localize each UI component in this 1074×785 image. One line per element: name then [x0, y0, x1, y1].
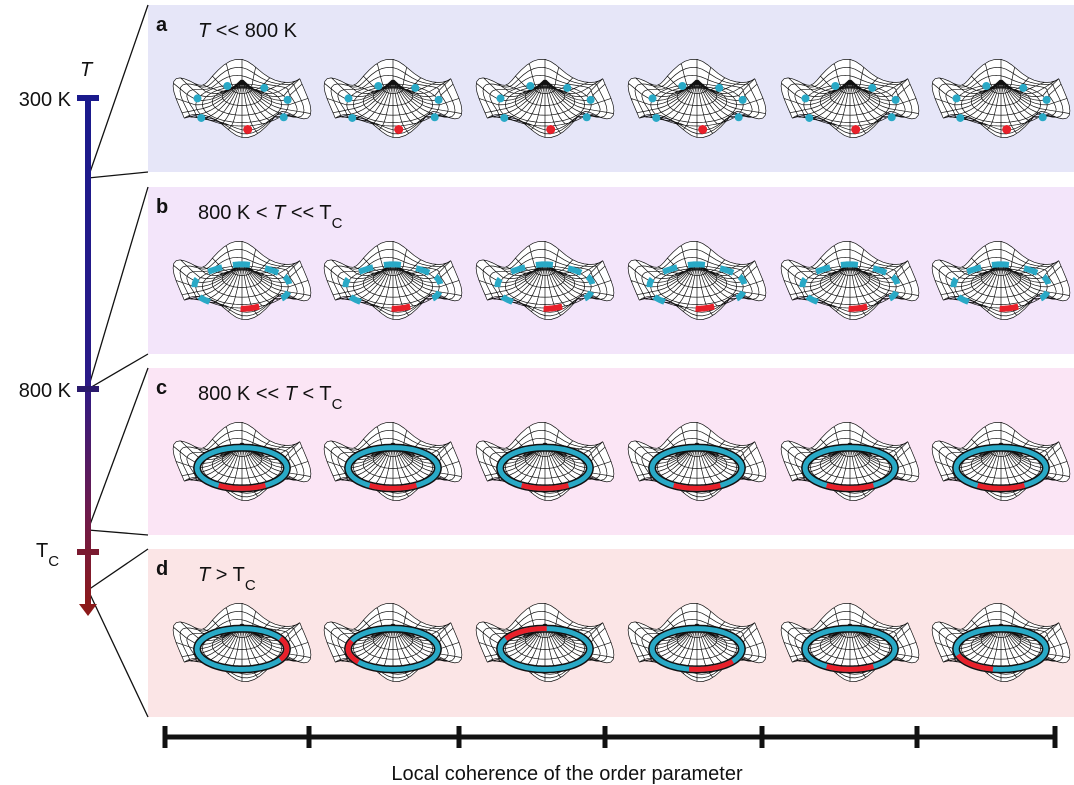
state-dot	[831, 82, 839, 90]
state-dot	[223, 82, 231, 90]
state-dot	[431, 113, 439, 121]
state-dot	[952, 94, 960, 102]
state-arc	[498, 279, 501, 287]
state-dot	[739, 96, 747, 104]
state-dot	[735, 113, 743, 121]
state-arc	[195, 279, 198, 287]
text-part: < T	[297, 383, 332, 405]
state-arc	[346, 279, 349, 287]
tick	[77, 549, 99, 555]
tick-label: TC	[36, 540, 59, 570]
state-dot	[868, 84, 876, 92]
state-arc	[392, 307, 411, 309]
text-part: 800 K <	[198, 202, 273, 224]
state-arc	[992, 264, 1009, 265]
state-arc	[1000, 307, 1019, 309]
state-dot	[1002, 125, 1011, 134]
state-dot	[801, 94, 809, 102]
figure: T 300 K 800 K TC Local coherence of the …	[0, 0, 1074, 785]
panel-label: c	[156, 377, 167, 399]
panel-label: d	[156, 558, 168, 580]
state-arc	[384, 264, 401, 265]
tick-label: 300 K	[19, 89, 72, 111]
state-arc	[536, 264, 553, 265]
state-arc	[696, 307, 715, 309]
x-axis-label: Local coherence of the order parameter	[391, 763, 743, 785]
text-part: C	[332, 396, 343, 413]
tick	[77, 386, 99, 392]
state-dot	[243, 125, 252, 134]
panel-condition: T << 800 K	[198, 20, 298, 42]
state-dot	[851, 125, 860, 134]
panel-label: a	[156, 14, 168, 36]
state-dot	[982, 82, 990, 90]
state-dot	[193, 94, 201, 102]
panel-label: b	[156, 196, 168, 218]
state-arc	[241, 307, 260, 309]
state-dot	[1019, 84, 1027, 92]
text-part: 800 K <<	[198, 383, 285, 405]
state-arc	[849, 307, 868, 309]
state-dot	[587, 96, 595, 104]
state-dot	[496, 94, 504, 102]
state-dot	[715, 84, 723, 92]
state-dot	[563, 84, 571, 92]
state-dot	[348, 114, 356, 122]
state-dot	[698, 125, 707, 134]
state-arc	[650, 279, 653, 287]
state-dot	[888, 113, 896, 121]
text-part: > T	[210, 564, 245, 586]
tick	[77, 95, 99, 101]
scale-bar	[163, 726, 1057, 748]
state-dot	[583, 113, 591, 121]
state-dot	[280, 113, 288, 121]
state-arc	[841, 264, 858, 265]
state-dot	[500, 114, 508, 122]
text-part: << T	[285, 202, 331, 224]
state-dot	[435, 96, 443, 104]
state-dot	[805, 114, 813, 122]
arrow-head	[79, 604, 97, 616]
state-dot	[197, 114, 205, 122]
state-dot	[1043, 96, 1051, 104]
connectors	[88, 5, 148, 717]
state-dot	[652, 114, 660, 122]
state-dot	[411, 84, 419, 92]
state-dot	[526, 82, 534, 90]
state-dot	[260, 84, 268, 92]
state-arc	[233, 264, 250, 265]
axis-title: T	[80, 59, 94, 81]
state-arc	[544, 307, 563, 309]
state-dot	[284, 96, 292, 104]
state-dot	[956, 114, 964, 122]
state-dot	[678, 82, 686, 90]
state-dot	[648, 94, 656, 102]
state-dot	[344, 94, 352, 102]
tick-label: 800 K	[19, 380, 72, 402]
state-arc	[688, 264, 705, 265]
text-part: C	[245, 577, 256, 594]
state-dot	[892, 96, 900, 104]
state-dot	[1039, 113, 1047, 121]
state-arc	[954, 279, 957, 287]
text-part: C	[332, 215, 343, 232]
state-dot	[546, 125, 555, 134]
temperature-bar	[85, 98, 91, 606]
text-part: T	[36, 540, 48, 562]
state-arc	[803, 279, 806, 287]
state-dot	[374, 82, 382, 90]
text-part: << 800 K	[210, 20, 297, 42]
text-part: C	[48, 553, 59, 570]
state-dot	[394, 125, 403, 134]
